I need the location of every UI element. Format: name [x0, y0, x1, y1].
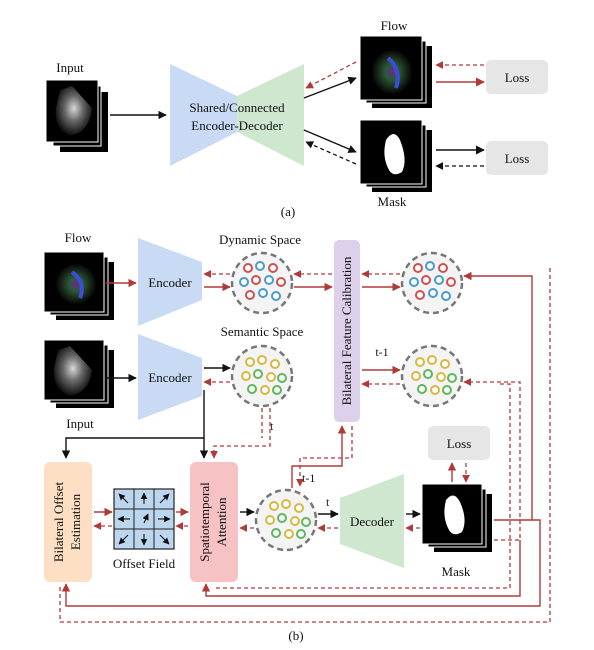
loss-bottom-label: Loss	[505, 151, 530, 166]
bilateral-calibration-label: Bilateral Feature Calibration	[339, 256, 354, 405]
loss-box-top	[486, 60, 548, 94]
calibrated-semantic-dots	[411, 355, 457, 395]
input-feature-to-modules	[61, 390, 205, 459]
loop-outer-to-offset	[61, 519, 541, 607]
caption-a: (a)	[281, 204, 295, 219]
t-label-decoder: t	[326, 495, 330, 509]
mask-stack-b	[421, 483, 492, 552]
encoder-bottom-label: Encoder	[148, 370, 192, 385]
caption-b: (b)	[288, 628, 303, 643]
part-a: Input Shared/Connected Encoder-Decoder F…	[45, 18, 548, 219]
calibration-to-fused-grad	[296, 426, 353, 487]
bilateral-calibration-box	[334, 240, 360, 422]
bilateral-offset-line1: Bilateral Offset	[51, 481, 66, 562]
encoder-top-label: Encoder	[148, 275, 192, 290]
flow-to-decoder-grad	[305, 61, 357, 89]
decoder-shape	[237, 64, 304, 166]
dynamic-space-label: Dynamic Space	[219, 232, 301, 247]
fused-feature-dots	[265, 499, 311, 539]
loop-calibration-down	[214, 383, 511, 589]
offset-field-grid	[113, 488, 175, 550]
semantic-space-label: Semantic Space	[221, 324, 304, 339]
spatiotemporal-box	[190, 462, 238, 582]
t-label-semantic: t	[270, 419, 274, 433]
t-minus-1-bottom: t-1	[302, 471, 315, 485]
loop-mask-to-semantic	[463, 378, 521, 541]
decoder-b	[340, 474, 404, 568]
mask-stack-a	[359, 119, 432, 192]
loss-label-b: Loss	[447, 436, 472, 451]
encdec-line1: Shared/Connected	[189, 100, 285, 115]
encoder-bottom	[138, 334, 202, 420]
loop-to-attention	[201, 540, 521, 597]
loss-box-b	[428, 426, 490, 460]
input-ultrasound-stack	[45, 79, 108, 152]
loss-box-bottom	[486, 141, 548, 175]
flow-stack-b	[43, 251, 114, 320]
dynamic-dots	[239, 261, 286, 301]
mask-label-a: Mask	[378, 194, 407, 209]
input-label: Input	[56, 60, 84, 75]
fused-to-calibration	[291, 425, 347, 488]
encdec-line2: Encoder-Decoder	[191, 118, 283, 133]
flow-stack-a	[359, 35, 432, 108]
bilateral-offset-box	[44, 462, 92, 582]
decoder-label: Decoder	[350, 514, 395, 529]
flow-label-a: Flow	[381, 18, 408, 33]
mask-label-b: Mask	[442, 564, 471, 579]
decoder-to-mask-arrow	[303, 129, 357, 153]
part-b: Flow Input Encoder Encoder Dynamic Space…	[43, 230, 551, 643]
t-minus-1-top: t-1	[375, 345, 388, 359]
spatiotemporal-line1: Spatiotemporal	[197, 482, 212, 562]
bilateral-offset-line2: Estimation	[68, 493, 83, 550]
loop-semantic-t-side	[210, 408, 271, 459]
encoder-top	[138, 238, 202, 326]
loop-outer-grad	[59, 268, 551, 623]
input-stack-b	[43, 339, 114, 408]
mask-to-decoder-grad	[305, 141, 357, 165]
calibrated-dynamic-dots	[409, 261, 456, 301]
flow-label-b: Flow	[65, 230, 92, 245]
offset-field-label: Offset Field	[113, 556, 176, 571]
loss-top-label: Loss	[505, 70, 530, 85]
spatiotemporal-line2: Attention	[214, 497, 229, 547]
decoder-to-flow-arrow	[303, 76, 357, 99]
semantic-dots	[241, 355, 287, 395]
loop-mask-to-dynamic	[463, 271, 533, 521]
encoder-shape	[170, 64, 237, 166]
input-label-b: Input	[66, 416, 94, 431]
